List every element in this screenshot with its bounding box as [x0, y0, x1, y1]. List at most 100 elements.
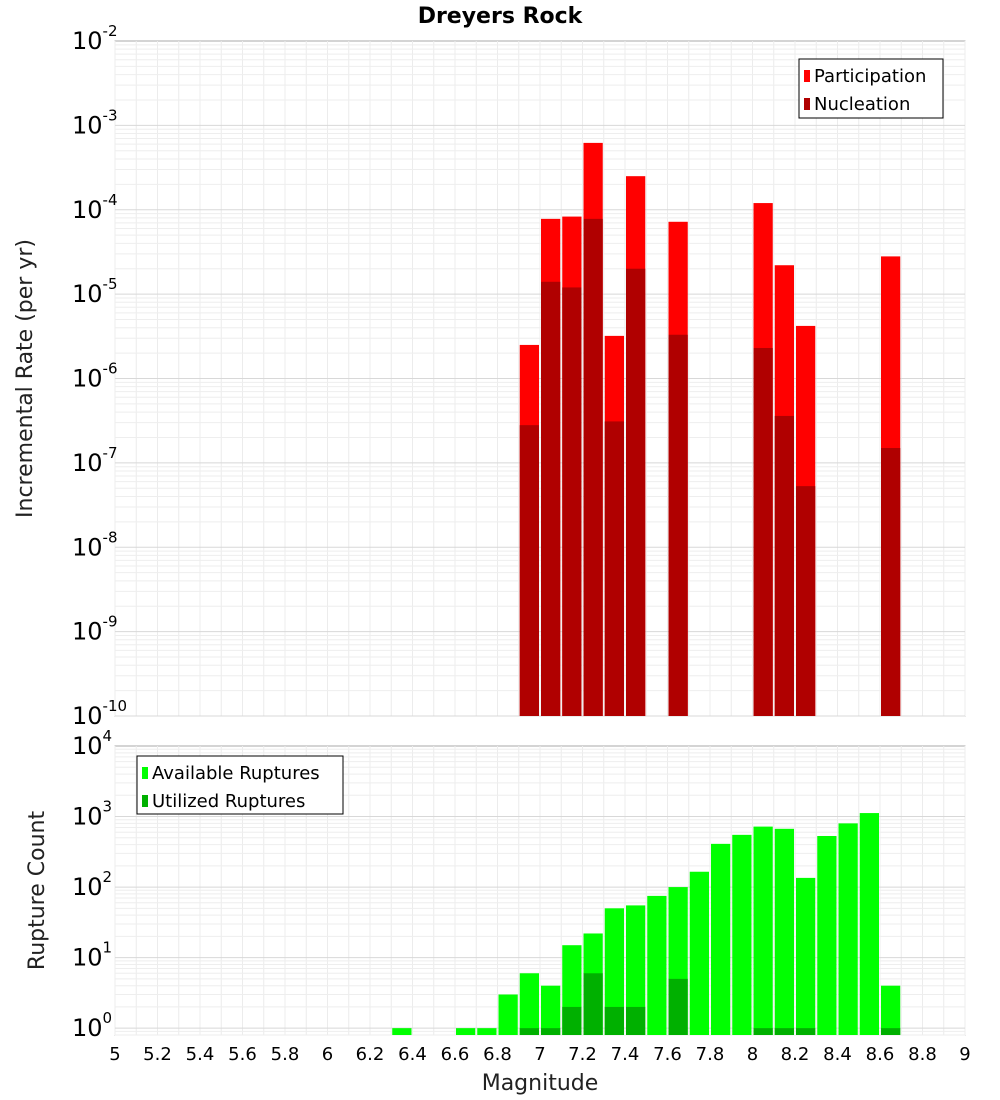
rate-legend: Participation Nucleation	[798, 58, 944, 119]
chart-title: Dreyers Rock	[418, 4, 584, 29]
count-legend-box	[136, 755, 344, 815]
x-tick-label: 8.8	[908, 1044, 937, 1065]
x-tick-label: 5.4	[186, 1044, 215, 1065]
nucleation-bar	[668, 334, 688, 716]
available-ruptures-bar	[626, 905, 646, 1035]
nucleation-bar	[881, 448, 901, 716]
utilized-ruptures-bar	[668, 978, 688, 1035]
y-tick-label: 10-4	[72, 191, 118, 224]
nucleation-legend-label: Nucleation	[814, 94, 910, 115]
utilized-legend-label: Utilized Ruptures	[152, 791, 305, 812]
x-tick-label: 7.8	[696, 1044, 725, 1065]
x-tick-label: 6	[322, 1044, 333, 1065]
nucleation-bar	[604, 421, 624, 716]
rate-y-axis-title: Incremental Rate (per yr)	[13, 239, 38, 518]
x-tick-label: 8	[747, 1044, 758, 1065]
rate-gridlines	[114, 41, 966, 717]
available-ruptures-bar	[456, 1028, 476, 1035]
y-tick-label: 10-10	[72, 697, 127, 730]
rate-legend-box	[798, 58, 944, 119]
x-tick-label: 7	[534, 1044, 545, 1065]
nucleation-bar	[541, 281, 561, 716]
rate-panel: 10-10 10-9 10-8 10-7 10-6 10-5 10-4 10-3 10-2 In…	[13, 22, 966, 730]
available-ruptures-bar	[732, 834, 752, 1035]
participation-legend-label: Participation	[814, 66, 926, 87]
y-tick-label: 103	[72, 798, 112, 831]
participation-legend-swatch	[804, 70, 810, 82]
utilized-legend-swatch	[142, 795, 148, 807]
rate-bars	[519, 142, 901, 716]
utilized-ruptures-bar	[541, 1028, 561, 1035]
available-legend-swatch	[142, 767, 148, 779]
available-ruptures-bar	[881, 985, 901, 1035]
available-ruptures-bar	[689, 871, 709, 1035]
nucleation-bar	[774, 415, 794, 716]
nucleation-bar	[583, 218, 603, 716]
y-tick-label: 10-3	[72, 106, 118, 139]
x-tick-label: 5	[109, 1044, 120, 1065]
y-tick-label: 10-5	[72, 275, 118, 308]
y-tick-label: 10-2	[72, 22, 118, 55]
available-ruptures-bar	[604, 908, 624, 1035]
count-bars	[392, 813, 901, 1035]
available-ruptures-bar	[477, 1028, 497, 1035]
y-tick-label: 102	[72, 868, 112, 901]
utilized-ruptures-bar	[562, 1006, 582, 1035]
nucleation-bar	[519, 425, 539, 716]
x-tick-label: 5.2	[143, 1044, 172, 1065]
available-ruptures-bar	[519, 973, 539, 1035]
available-ruptures-bar	[541, 985, 561, 1035]
available-ruptures-bar	[838, 823, 858, 1035]
x-tick-label: 8.6	[866, 1044, 895, 1065]
utilized-ruptures-bar	[796, 1028, 816, 1035]
utilized-ruptures-bar	[774, 1028, 794, 1035]
utilized-ruptures-bar	[583, 973, 603, 1035]
utilized-ruptures-bar	[519, 1028, 539, 1035]
y-tick-label: 10-8	[72, 528, 118, 561]
rate-y-tick-labels: 10-10 10-9 10-8 10-7 10-6 10-5 10-4 10-3 10-2	[72, 22, 127, 730]
available-ruptures-bar	[774, 828, 794, 1035]
nucleation-bar	[753, 347, 773, 716]
available-ruptures-bar	[817, 835, 837, 1035]
x-tick-label: 8.2	[781, 1044, 810, 1065]
available-ruptures-bar	[859, 813, 879, 1035]
x-tick-label: 6.8	[483, 1044, 512, 1065]
utilized-ruptures-bar	[881, 1028, 901, 1035]
utilized-ruptures-bar	[753, 1028, 773, 1035]
utilized-ruptures-bar	[604, 1006, 624, 1035]
count-legend: Available Ruptures Utilized Ruptures	[136, 755, 344, 815]
x-tick-label: 7.6	[653, 1044, 682, 1065]
x-tick-label: 5.6	[228, 1044, 257, 1065]
y-tick-label: 100	[72, 1009, 112, 1042]
x-tick-labels: 5 5.2 5.4 5.6 5.8 6 6.2 6.4 6.6 6.8 7 7.2 7.4 7.6 7.8 8…	[109, 1044, 970, 1065]
y-tick-label: 10-6	[72, 360, 118, 393]
x-tick-label: 6.6	[441, 1044, 470, 1065]
x-tick-label: 6.2	[356, 1044, 385, 1065]
y-tick-label: 10-9	[72, 613, 118, 646]
available-ruptures-bar	[796, 877, 816, 1035]
available-ruptures-bar	[498, 994, 518, 1035]
count-y-tick-labels: 100 101 102 103 104	[72, 727, 112, 1042]
nucleation-bar	[562, 287, 582, 716]
available-ruptures-bar	[647, 895, 667, 1035]
count-panel: 100 101 102 103 104 Rupture Count Available …	[25, 727, 966, 1042]
x-axis-title: Magnitude	[482, 1071, 599, 1096]
x-tick-label: 9	[959, 1044, 970, 1065]
y-tick-label: 101	[72, 939, 112, 972]
x-tick-label: 6.4	[398, 1044, 427, 1065]
nucleation-legend-swatch	[804, 98, 810, 110]
nucleation-bar	[626, 268, 646, 716]
nucleation-bar	[796, 486, 816, 716]
count-y-axis-title: Rupture Count	[25, 811, 50, 971]
x-tick-label: 8.4	[823, 1044, 852, 1065]
x-tick-label: 7.4	[611, 1044, 640, 1065]
x-tick-label: 7.2	[568, 1044, 597, 1065]
y-tick-label: 104	[72, 727, 112, 760]
x-tick-label: 5.8	[271, 1044, 300, 1065]
available-ruptures-bar	[711, 843, 731, 1035]
utilized-ruptures-bar	[626, 1006, 646, 1035]
available-ruptures-bar	[753, 826, 773, 1035]
available-ruptures-bar	[392, 1028, 412, 1035]
available-legend-label: Available Ruptures	[152, 763, 320, 784]
